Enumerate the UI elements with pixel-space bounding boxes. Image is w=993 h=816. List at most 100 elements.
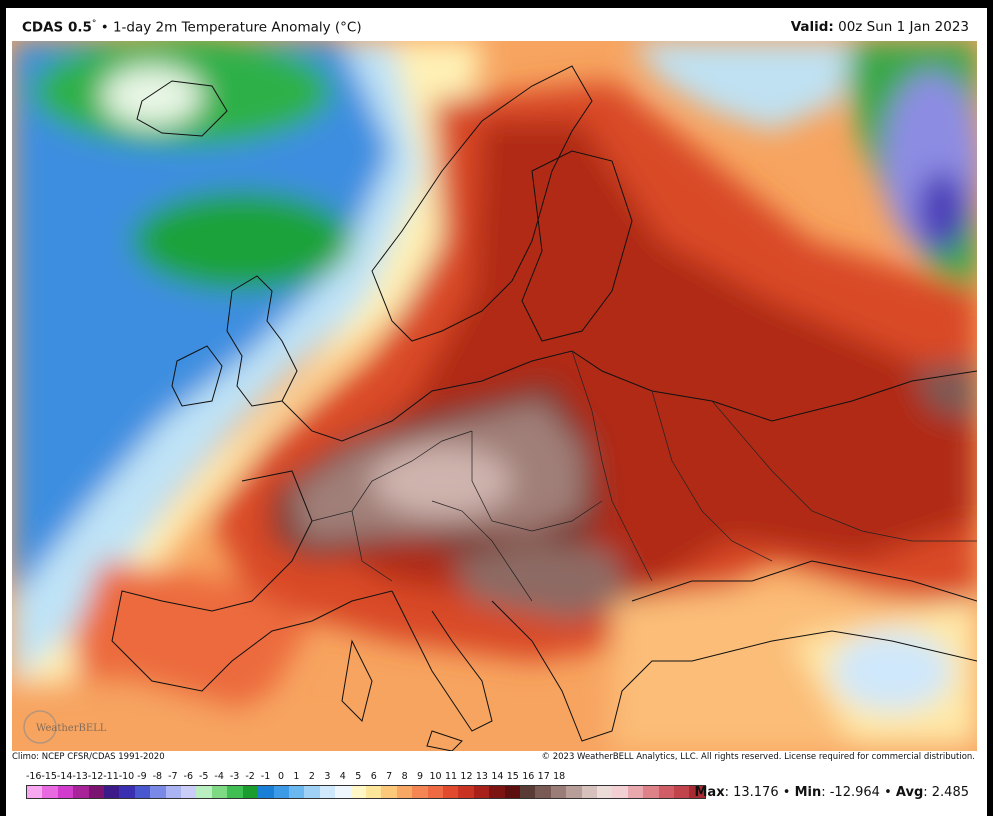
- colorbar-tick-label: 11: [444, 771, 458, 782]
- colorbar-swatch: [335, 786, 351, 798]
- avg-label: Avg: [895, 785, 924, 800]
- colorbar-tick-label: -16: [25, 771, 42, 782]
- logo-text: WeatherBELL: [36, 723, 107, 734]
- valid-label: Valid:: [790, 19, 834, 35]
- colorbar-swatch: [150, 786, 166, 798]
- colorbar-swatch: [134, 786, 151, 798]
- iberia-france-coast: [111, 470, 393, 692]
- map-canvas: [12, 41, 977, 751]
- colorbar-swatch: [165, 786, 182, 798]
- balkan-extreme: [452, 541, 632, 621]
- colorbar-swatch: [535, 786, 551, 798]
- middle-east-cool: [832, 631, 952, 711]
- colorbar-swatch: [365, 786, 382, 798]
- colorbar-ticks: -16 -15 -14 -13 -12 -11 -10 -9 -8 -7 -6 -5 -4 -3 -2 -1 0…: [26, 771, 706, 784]
- colorbar-swatch: [458, 786, 474, 798]
- colorbar-tick-label: 6: [370, 771, 377, 782]
- atlantic-neutral: [12, 41, 442, 681]
- colorbar-swatch: [612, 786, 628, 798]
- min-label: Min: [794, 785, 822, 800]
- colorbar-swatch: [658, 786, 675, 798]
- colorbar-swatch: [442, 786, 459, 798]
- great-britain-outline: [226, 275, 298, 407]
- model-name: CDAS 0.5: [22, 19, 92, 36]
- colorbar-tick-label: -5: [198, 771, 209, 782]
- czech-peak: [372, 446, 512, 516]
- colorbar-tick-label: 10: [429, 771, 442, 782]
- colorbar-tick-label: 4: [339, 771, 346, 782]
- colorbar-tick-label: 15: [506, 771, 519, 782]
- colorbar-swatch: [319, 786, 336, 798]
- climo-note: Climo: NCEP CFSR/CDAS 1991-2020: [12, 752, 165, 762]
- colorbar-swatch: [381, 786, 397, 798]
- colorbar-swatch: [689, 786, 705, 798]
- colorbar-swatch: [427, 786, 443, 798]
- border-b: [351, 510, 393, 582]
- degree-symbol: °: [91, 19, 97, 29]
- colorbar-swatch: [674, 786, 690, 798]
- finland-outline: [521, 150, 633, 342]
- max-label: Max: [694, 785, 725, 800]
- colorbar-swatch: [211, 786, 228, 798]
- italy-outline: [391, 590, 493, 732]
- colorbar-swatch: [597, 786, 613, 798]
- sicily-outline: [426, 730, 463, 751]
- border-d: [571, 350, 653, 582]
- border-a: [311, 430, 473, 522]
- colorbar-tick-label: -15: [41, 771, 57, 782]
- colorbar-tick-label: -4: [214, 771, 224, 782]
- africa-warm: [12, 681, 612, 751]
- colorbar-tick-label: -11: [103, 771, 119, 782]
- barents-neutral: [632, 41, 852, 131]
- avg-value: 2.485: [931, 785, 969, 800]
- colorbar-swatch: [196, 786, 212, 798]
- colorbar-tick-label: 7: [386, 771, 393, 782]
- border-f: [431, 500, 533, 602]
- colorbar-tick-label: 13: [475, 771, 488, 782]
- colorbar-tick-label: 18: [553, 771, 566, 782]
- black-sea-north: [631, 560, 977, 602]
- colorbar-swatch: [27, 786, 43, 798]
- colorbar-tick-label: 12: [460, 771, 473, 782]
- valid-value: 00z Sun 1 Jan 2023: [838, 19, 969, 35]
- iceland-outline: [136, 80, 228, 137]
- colorbar-tick-label: 1: [293, 771, 300, 782]
- colorbar-tick-label: -10: [118, 771, 135, 782]
- ireland-outline: [171, 345, 223, 407]
- colorbar-tick-label: 5: [355, 771, 362, 782]
- anomaly-map: [12, 41, 977, 751]
- stats-sep-1: •: [782, 785, 791, 800]
- colorbar-swatches: [26, 785, 706, 799]
- colorbar-tick-label: -7: [168, 771, 178, 782]
- border-e: [651, 390, 773, 562]
- colorbar-tick-label: 17: [537, 771, 550, 782]
- colorbar-tick-label: 9: [417, 771, 424, 782]
- colorbar-tick-label: -1: [260, 771, 271, 782]
- sardinia-outline: [341, 639, 373, 722]
- colorbar-tick-label: -13: [72, 771, 88, 782]
- min-value: -12.964: [829, 785, 880, 800]
- colorbar-swatch: [227, 786, 243, 798]
- colorbar-tick-label: -3: [229, 771, 240, 782]
- colorbar-swatch: [104, 786, 120, 798]
- colorbar-swatch: [304, 786, 320, 798]
- colorbar-tick-label: -2: [245, 771, 255, 782]
- border-g: [711, 400, 977, 542]
- map-title: CDAS 0.5° • 1-day 2m Temperature Anomaly…: [22, 19, 362, 36]
- colorbar-swatch: [412, 786, 428, 798]
- colorbar-swatch: [489, 786, 505, 798]
- colorbar-tick-label: 0: [277, 771, 285, 782]
- colorbar-tick-label: 8: [401, 771, 408, 782]
- coastlines: [111, 65, 977, 751]
- scandinavia-outline: [371, 65, 593, 342]
- colorbar-swatch: [88, 786, 105, 798]
- colorbar-swatch: [627, 786, 644, 798]
- balkans-turkey-coast: [491, 600, 977, 742]
- east-extreme: [912, 361, 977, 421]
- colorbar-tick-label: -6: [183, 771, 194, 782]
- iceland-light: [102, 66, 202, 126]
- colorbar-tick-label: -12: [87, 771, 104, 782]
- title-separator: •: [100, 19, 109, 36]
- colorbar-swatch: [273, 786, 289, 798]
- colorbar-swatch: [473, 786, 490, 798]
